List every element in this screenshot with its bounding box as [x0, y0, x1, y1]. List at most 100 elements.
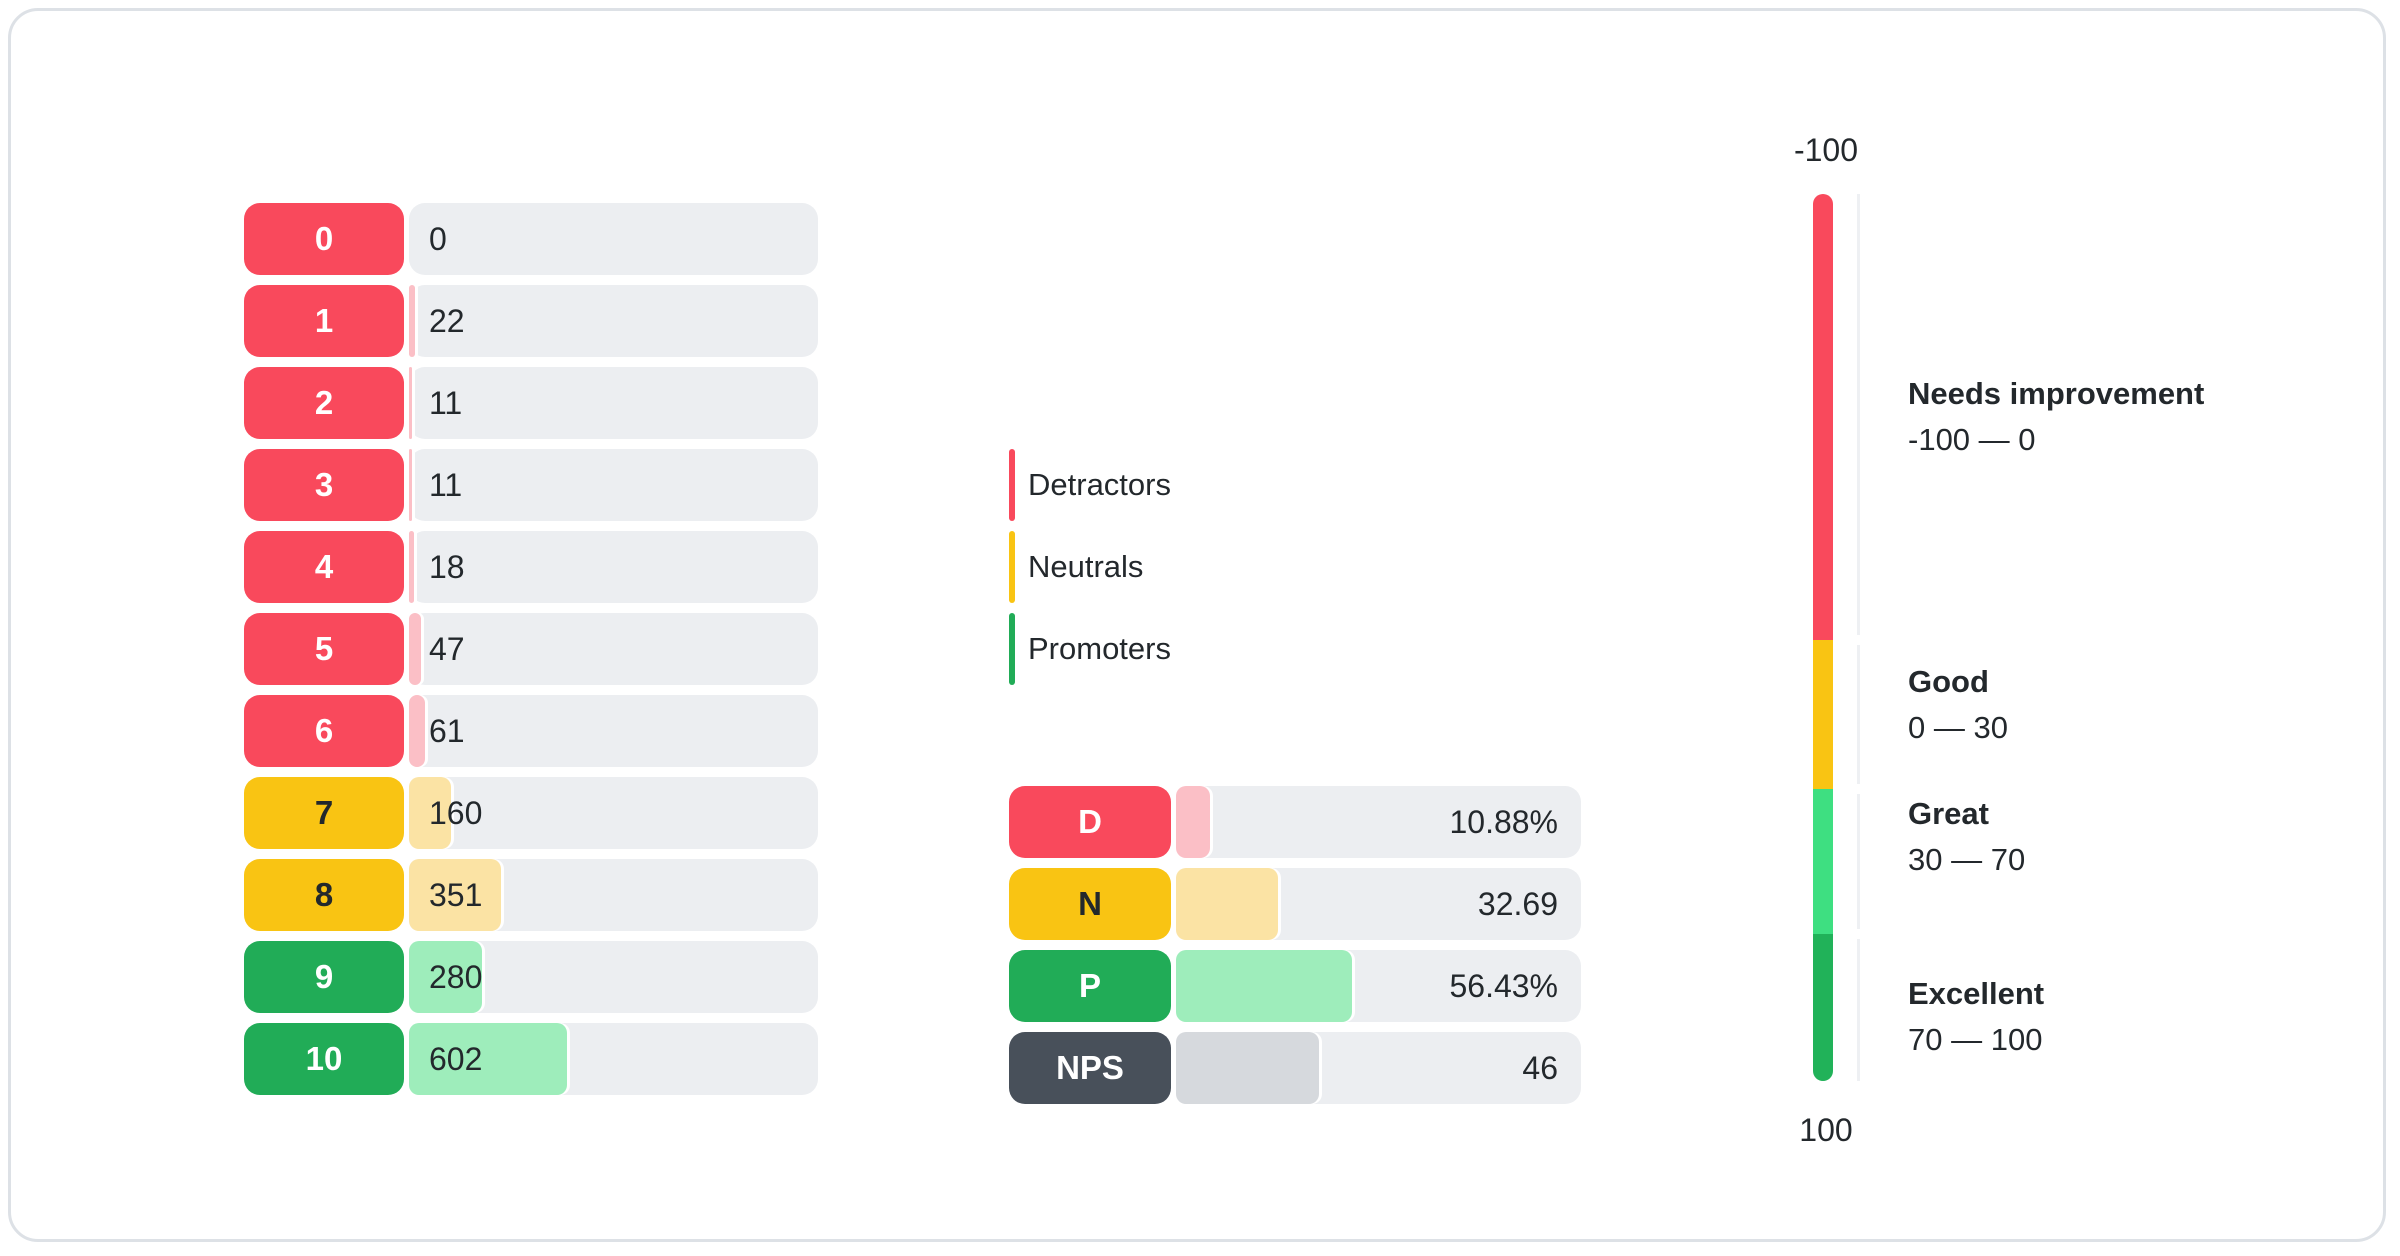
score-row-value: 22	[429, 303, 465, 339]
legend-item-label: Detractors	[1028, 467, 1171, 502]
gauge-min-label: 100	[1799, 1112, 1853, 1148]
score-row-badge: 7	[244, 777, 404, 849]
gauge-label-group: Good 0 — 30	[1908, 659, 2008, 751]
gauge-label-group: Great 30 — 70	[1908, 791, 2025, 883]
legend-item-detractors[interactable]: Detractors	[1009, 449, 1171, 521]
nps-widget-card: 0 0 1 22 2 11 3 11 4 18 5 47 6 61 7 160 8 351 9 280 10 602 De…	[8, 8, 2386, 1242]
score-row: 1 22	[244, 285, 818, 357]
score-row: 4 18	[244, 531, 818, 603]
summary-row: P 56.43%	[1009, 950, 1581, 1022]
score-row-track[interactable]: 18	[409, 531, 818, 603]
gauge-max-label: -100	[1793, 132, 1859, 168]
gauge-segment-name: Great	[1908, 796, 1989, 831]
summary-row-value: 32.69	[1477, 886, 1558, 922]
score-row-track[interactable]: 602	[409, 1023, 818, 1095]
summary-row-track[interactable]: 10.88%	[1176, 786, 1581, 858]
score-row-value: 602	[429, 1041, 483, 1077]
score-row-badge: 4	[244, 531, 404, 603]
score-row-track[interactable]: 47	[409, 613, 818, 685]
summary-row-badge: NPS	[1009, 1032, 1171, 1104]
gauge-segment-1	[1813, 194, 1833, 641]
score-row-bar	[409, 285, 415, 357]
gauge-separator-line	[1857, 194, 1860, 1081]
gauge-segment-4	[1813, 933, 1833, 1081]
gauge-separator-segment	[1857, 934, 1860, 1081]
score-row-badge: 5	[244, 613, 404, 685]
summary-row-badge: N	[1009, 868, 1171, 940]
legend-color-tick	[1009, 613, 1015, 685]
score-row-bar	[409, 695, 425, 767]
score-row-bar	[409, 941, 482, 1013]
gauge-label-group: Needs improvement -100 — 0	[1908, 371, 2204, 463]
score-row: 3 11	[244, 449, 818, 521]
score-row-track[interactable]: 61	[409, 695, 818, 767]
summary-row: D 10.88%	[1009, 786, 1581, 858]
legend-item-neutrals[interactable]: Neutrals	[1009, 531, 1143, 603]
summary-row-value: 56.43%	[1449, 968, 1558, 1004]
gauge-segment-2	[1813, 640, 1833, 790]
gauge-separator-segment	[1857, 194, 1860, 640]
summary-row-bar	[1176, 786, 1210, 858]
gauge-segment-name: Excellent	[1908, 976, 2045, 1011]
score-row-value: 11	[429, 467, 463, 503]
summary-row-track[interactable]: 56.43%	[1176, 950, 1581, 1022]
score-row-badge: 9	[244, 941, 404, 1013]
score-row-value: 18	[429, 549, 465, 585]
score-row-badge: 3	[244, 449, 404, 521]
score-row-badge: 8	[244, 859, 404, 931]
gauge-bar	[1813, 194, 1833, 1081]
gauge-label-group: Excellent 70 — 100	[1908, 971, 2044, 1063]
summary-row-bar	[1176, 868, 1278, 940]
gauge-segment-range: 0 — 30	[1908, 710, 2008, 745]
summary-row-value: 46	[1522, 1050, 1558, 1086]
score-row-badge: 2	[244, 367, 404, 439]
legend-item-label: Neutrals	[1028, 549, 1144, 584]
score-row-track[interactable]: 280	[409, 941, 818, 1013]
score-row-bar	[409, 1023, 567, 1095]
legend-item-promoters[interactable]: Promoters	[1009, 613, 1171, 685]
summary-row-badge: D	[1009, 786, 1171, 858]
summary-row-track[interactable]: 46	[1176, 1032, 1581, 1104]
score-row: 10 602	[244, 1023, 818, 1095]
score-row: 9 280	[244, 941, 818, 1013]
score-row: 7 160	[244, 777, 818, 849]
score-row-value: 11	[429, 385, 463, 421]
summary-row-track[interactable]: 32.69	[1176, 868, 1581, 940]
score-row: 8 351	[244, 859, 818, 931]
score-row-track[interactable]: 11	[409, 367, 818, 439]
summary-row-bar	[1176, 1032, 1319, 1104]
score-row-bar	[409, 449, 412, 521]
score-row-track[interactable]: 160	[409, 777, 818, 849]
gauge-segment-range: 70 — 100	[1908, 1022, 2043, 1057]
gauge-separator-segment	[1857, 640, 1860, 789]
score-row: 6 61	[244, 695, 818, 767]
score-row-bar	[409, 367, 412, 439]
score-row-value: 280	[429, 959, 483, 995]
score-row-value: 47	[429, 631, 465, 667]
score-row-badge: 1	[244, 285, 404, 357]
score-row-track[interactable]: 0	[409, 203, 818, 275]
summary-row-badge: P	[1009, 950, 1171, 1022]
gauge-segment-range: -100 — 0	[1908, 422, 2036, 457]
summary-row: NPS 46	[1009, 1032, 1581, 1104]
score-row-badge: 0	[244, 203, 404, 275]
legend-color-tick	[1009, 449, 1015, 521]
score-row-value: 61	[429, 713, 465, 749]
score-row-value: 0	[429, 221, 447, 257]
gauge-segment-3	[1813, 789, 1833, 934]
score-row-track[interactable]: 22	[409, 285, 818, 357]
legend-color-tick	[1009, 531, 1015, 603]
gauge-segment-name: Needs improvement	[1908, 376, 2205, 411]
score-row-value: 160	[429, 795, 483, 831]
score-row-bar	[409, 531, 414, 603]
score-row: 2 11	[244, 367, 818, 439]
score-row-bar	[409, 777, 451, 849]
gauge-separator-segment	[1857, 789, 1860, 934]
score-row-track[interactable]: 351	[409, 859, 818, 931]
score-row-bar	[409, 613, 421, 685]
score-row-value: 351	[429, 877, 483, 913]
score-row-badge: 6	[244, 695, 404, 767]
score-row-track[interactable]: 11	[409, 449, 818, 521]
